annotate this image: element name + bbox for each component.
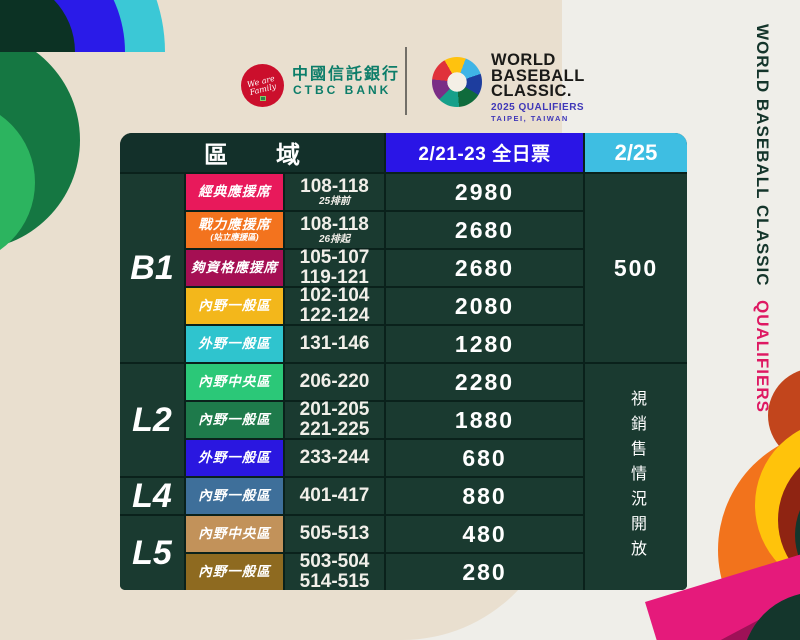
ticket-price-table: 區域 2/21-23 全日票 2/25 B1 L2 L4 L5 經典應援席 10…	[120, 133, 687, 590]
day25-note-text: 視銷售情況開放	[628, 389, 645, 565]
category-label: 內野中央區	[198, 526, 271, 542]
column-header-zone: 區域	[120, 133, 384, 172]
price-cell: 680	[386, 440, 583, 476]
seat-range-cell: 401-417	[285, 478, 384, 514]
price-cell: 1280	[386, 326, 583, 362]
seat-range-cell: 131-146	[285, 326, 384, 362]
category-cell: 戰力應援席 (站立應援區)	[186, 212, 283, 248]
seat-range: 233-244	[299, 447, 370, 469]
seat-range-2: 221-225	[299, 419, 370, 440]
seat-range-cell: 108-118 26排起	[285, 212, 384, 248]
category-cell: 內野一般區	[186, 554, 283, 590]
price-cell: 2080	[386, 288, 583, 324]
seat-note: 25排前	[318, 195, 351, 207]
seat-range-cell: 505-513	[285, 516, 384, 552]
wbc-location: TAIPEI, TAIWAN	[491, 113, 569, 123]
category-cell: 外野一般區	[186, 440, 283, 476]
category-label: 內野一般區	[198, 564, 271, 580]
price-cell: 2680	[386, 250, 583, 286]
wbc-subtitle: 2025 QUALIFIERS	[491, 101, 585, 113]
ctbc-name-en: CTBC BANK	[293, 83, 392, 97]
category-label: 內野一般區	[198, 298, 271, 314]
top-left-arcs-decoration	[0, 0, 175, 52]
category-cell: 內野一般區	[186, 288, 283, 324]
seat-range: 505-513	[299, 523, 370, 545]
day25-b1-price-cell: 500	[585, 174, 687, 362]
seat-range-cell: 102-104 122-124	[285, 285, 384, 326]
seat-range: 401-417	[299, 485, 370, 507]
price-cell: 280	[386, 554, 583, 590]
seat-range-cell: 233-244	[285, 440, 384, 476]
column-header-day25: 2/25	[585, 133, 687, 172]
seat-range-cell: 105-107 119-121	[285, 247, 384, 288]
wbc-title-line3: CLASSIC.	[491, 82, 573, 100]
wbc-title-line2: BASEBALL	[491, 66, 585, 85]
dark-green-circle-shape	[795, 470, 800, 600]
ctbc-logo-icon: We are Family	[241, 64, 284, 107]
side-banner-accent: QUALIFIERS	[753, 300, 772, 414]
zone-label-l4: L4	[120, 477, 184, 515]
side-vertical-banner: WORLD BASEBALL CLASSIC QUALIFIERS	[752, 24, 772, 413]
wbc-title-line1: WORLD	[491, 51, 556, 69]
seat-range: 201-205	[299, 399, 370, 421]
day25-note-cell: 視銷售情況開放	[585, 364, 687, 590]
category-sublabel: (站立應援區)	[210, 231, 259, 242]
ctbc-name-zh: 中國信託銀行	[292, 66, 401, 83]
category-label: 內野一般區	[198, 412, 271, 428]
seat-range-cell: 108-118 25排前	[285, 174, 384, 210]
category-label: 戰力應援席	[198, 217, 271, 233]
price-cell: 1880	[386, 402, 583, 438]
seat-range: 503-504	[299, 551, 370, 573]
seat-range: 206-220	[299, 371, 370, 393]
header-logos: We are Family 中國信託銀行 CTBC BANK WORLD BAS…	[0, 0, 800, 133]
wbc-logo-text: WORLD BASEBALL CLASSIC. 2025 QUALIFIERS …	[491, 51, 585, 123]
category-label: 內野中央區	[198, 374, 271, 390]
seat-range: 105-107	[299, 247, 370, 269]
price-cell: 880	[386, 478, 583, 514]
seat-range: 131-146	[299, 333, 370, 355]
seat-range-cell: 503-504 514-515	[285, 551, 384, 590]
wbc-pinwheel-icon	[432, 57, 482, 107]
price-cell: 2980	[386, 174, 583, 210]
seat-range: 102-104	[299, 285, 370, 307]
seat-range: 108-118	[300, 213, 369, 235]
column-header-allday: 2/21-23 全日票	[386, 133, 583, 172]
category-cell: 經典應援席	[186, 174, 283, 210]
price-cell: 480	[386, 516, 583, 552]
category-cell: 內野一般區	[186, 402, 283, 438]
zone-label-l5: L5	[120, 516, 184, 590]
category-label: 外野一般區	[198, 450, 271, 466]
category-cell: 內野中央區	[186, 364, 283, 400]
price-cell: 2280	[386, 364, 583, 400]
category-label: 夠資格應援席	[191, 260, 278, 276]
seat-range-2: 514-515	[299, 571, 370, 590]
category-cell: 內野一般區	[186, 478, 283, 514]
zone-label-b1: B1	[120, 174, 184, 362]
logo-divider	[405, 47, 407, 115]
side-banner-main: WORLD BASEBALL CLASSIC	[753, 24, 772, 287]
seat-range-2: 119-121	[300, 267, 369, 288]
ctbc-script-text: We are Family	[247, 73, 278, 96]
seat-range-cell: 206-220	[285, 364, 384, 400]
seat-range: 108-118	[300, 175, 369, 197]
category-label: 外野一般區	[198, 336, 271, 352]
seat-note: 26排起	[318, 233, 351, 245]
category-label: 經典應援席	[198, 184, 271, 200]
category-cell: 外野一般區	[186, 326, 283, 362]
category-label: 內野一般區	[198, 488, 271, 504]
price-cell: 2680	[386, 212, 583, 248]
category-cell: 夠資格應援席	[186, 250, 283, 286]
ctbc-square-icon	[260, 96, 266, 101]
seat-range-2: 122-124	[299, 305, 370, 326]
zone-label-l2: L2	[120, 364, 184, 476]
category-cell: 內野中央區	[186, 516, 283, 552]
seat-range-cell: 201-205 221-225	[285, 399, 384, 440]
